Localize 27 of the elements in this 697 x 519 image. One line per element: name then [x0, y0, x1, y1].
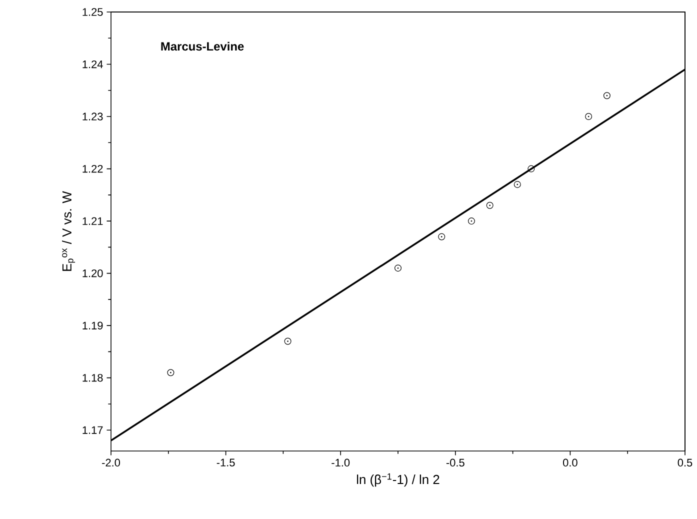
y-tick-label: 1.25 — [82, 8, 103, 16]
point — [603, 92, 610, 100]
y-tick-label: 1.18 — [82, 374, 103, 382]
x-tick-label: -0.5 — [446, 458, 464, 467]
x-tick-label: -1.5 — [216, 458, 235, 466]
y-tick-label: 1.20 — [82, 269, 103, 278]
y-tick-label: 1.23 — [82, 112, 103, 120]
point — [514, 180, 521, 188]
y-axis-title: E$_{p}$$^{ox}$ / V vs. W — [62, 191, 76, 271]
point — [438, 233, 446, 240]
x-axis-title: ln (β$^{−1}$-1) / ln 2 — [356, 473, 440, 487]
x-tick-label: -1.0 — [332, 458, 350, 467]
x-tick-label: 0.5 — [678, 458, 692, 467]
y-tick-label: 1.19 — [82, 322, 103, 330]
x-tick-label: 0.0 — [563, 458, 578, 467]
point — [585, 113, 592, 120]
y-tick-label: 1.22 — [82, 164, 103, 173]
x-tick-label: -2.0 — [102, 458, 120, 467]
point — [284, 338, 292, 345]
y-tick-label: 1.17 — [82, 426, 103, 434]
y-tick-label: 1.21 — [82, 217, 103, 225]
point — [167, 369, 174, 376]
annotation: Marcus-Levine — [161, 42, 244, 51]
y-tick-label: 1.24 — [82, 60, 103, 68]
point — [394, 264, 402, 272]
point — [468, 218, 475, 225]
point — [486, 202, 494, 209]
